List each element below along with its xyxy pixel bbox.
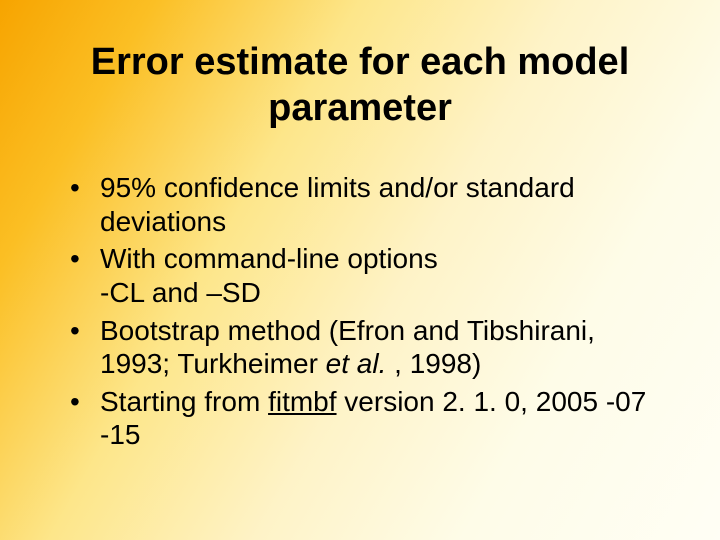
bullet-text: , 1998) [386,348,481,379]
slide-container: Error estimate for each model parameter … [0,0,720,540]
bullet-text: With command-line options [100,243,438,274]
bullet-text-italic: et al. [326,348,387,379]
bullet-item: Starting from fitmbf version 2. 1. 0, 20… [70,385,670,452]
bullet-list: 95% confidence limits and/or standard de… [50,171,670,452]
bullet-text: -CL and –SD [100,277,261,308]
bullet-item: 95% confidence limits and/or standard de… [70,171,670,238]
bullet-text: Starting from [100,386,268,417]
bullet-text: 95% confidence limits and/or standard de… [100,172,575,237]
bullet-item: With command-line options -CL and –SD [70,242,670,309]
bullet-text-underline: fitmbf [268,386,336,417]
bullet-item: Bootstrap method (Efron and Tibshirani, … [70,314,670,381]
slide-title: Error estimate for each model parameter [50,40,670,131]
